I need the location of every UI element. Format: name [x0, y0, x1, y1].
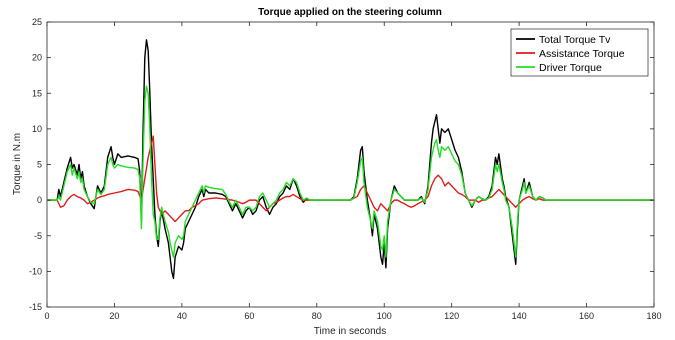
y-tick-label: 0 [37, 195, 42, 205]
x-tick-label: 180 [646, 311, 661, 321]
series-line-driver-torque [47, 85, 654, 258]
x-tick-label: 100 [377, 311, 392, 321]
y-tick-label: 10 [32, 124, 42, 134]
legend-label: Driver Torque [539, 62, 602, 74]
x-tick-label: 120 [444, 311, 459, 321]
legend-label: Total Torque Tv [539, 34, 611, 46]
y-tick-label: 15 [32, 88, 42, 98]
y-tick-label: 20 [32, 53, 42, 63]
x-tick-label: 140 [512, 311, 527, 321]
x-tick-label: 80 [312, 311, 322, 321]
x-tick-label: 60 [244, 311, 254, 321]
x-tick-label: 160 [579, 311, 594, 321]
x-tick-label: 20 [109, 311, 119, 321]
axes-layer: 0 20 40 60 80 100 120 140 160 180 -15 -10 -5 0 5 10 15 20… [29, 17, 662, 321]
y-tick-label: 5 [37, 160, 42, 170]
y-tick-label: -15 [29, 302, 42, 312]
chart-title: Torque applied on the steering column [258, 7, 442, 18]
series-layer [47, 39, 654, 280]
x-axis-title: Time in seconds [314, 326, 386, 337]
y-tick-label: -5 [34, 231, 42, 241]
x-tick-label: 40 [177, 311, 187, 321]
legend: Total Torque Tv Assistance Torque Driver T… [510, 28, 649, 77]
y-tick-label: -10 [29, 266, 42, 276]
series-line-assistance-torque [47, 135, 654, 223]
y-tick-label: 25 [32, 17, 42, 27]
x-tick-label: 0 [44, 311, 49, 321]
legend-label: Assistance Torque [539, 48, 625, 60]
y-axis-title: Torque in N.m [12, 133, 23, 195]
